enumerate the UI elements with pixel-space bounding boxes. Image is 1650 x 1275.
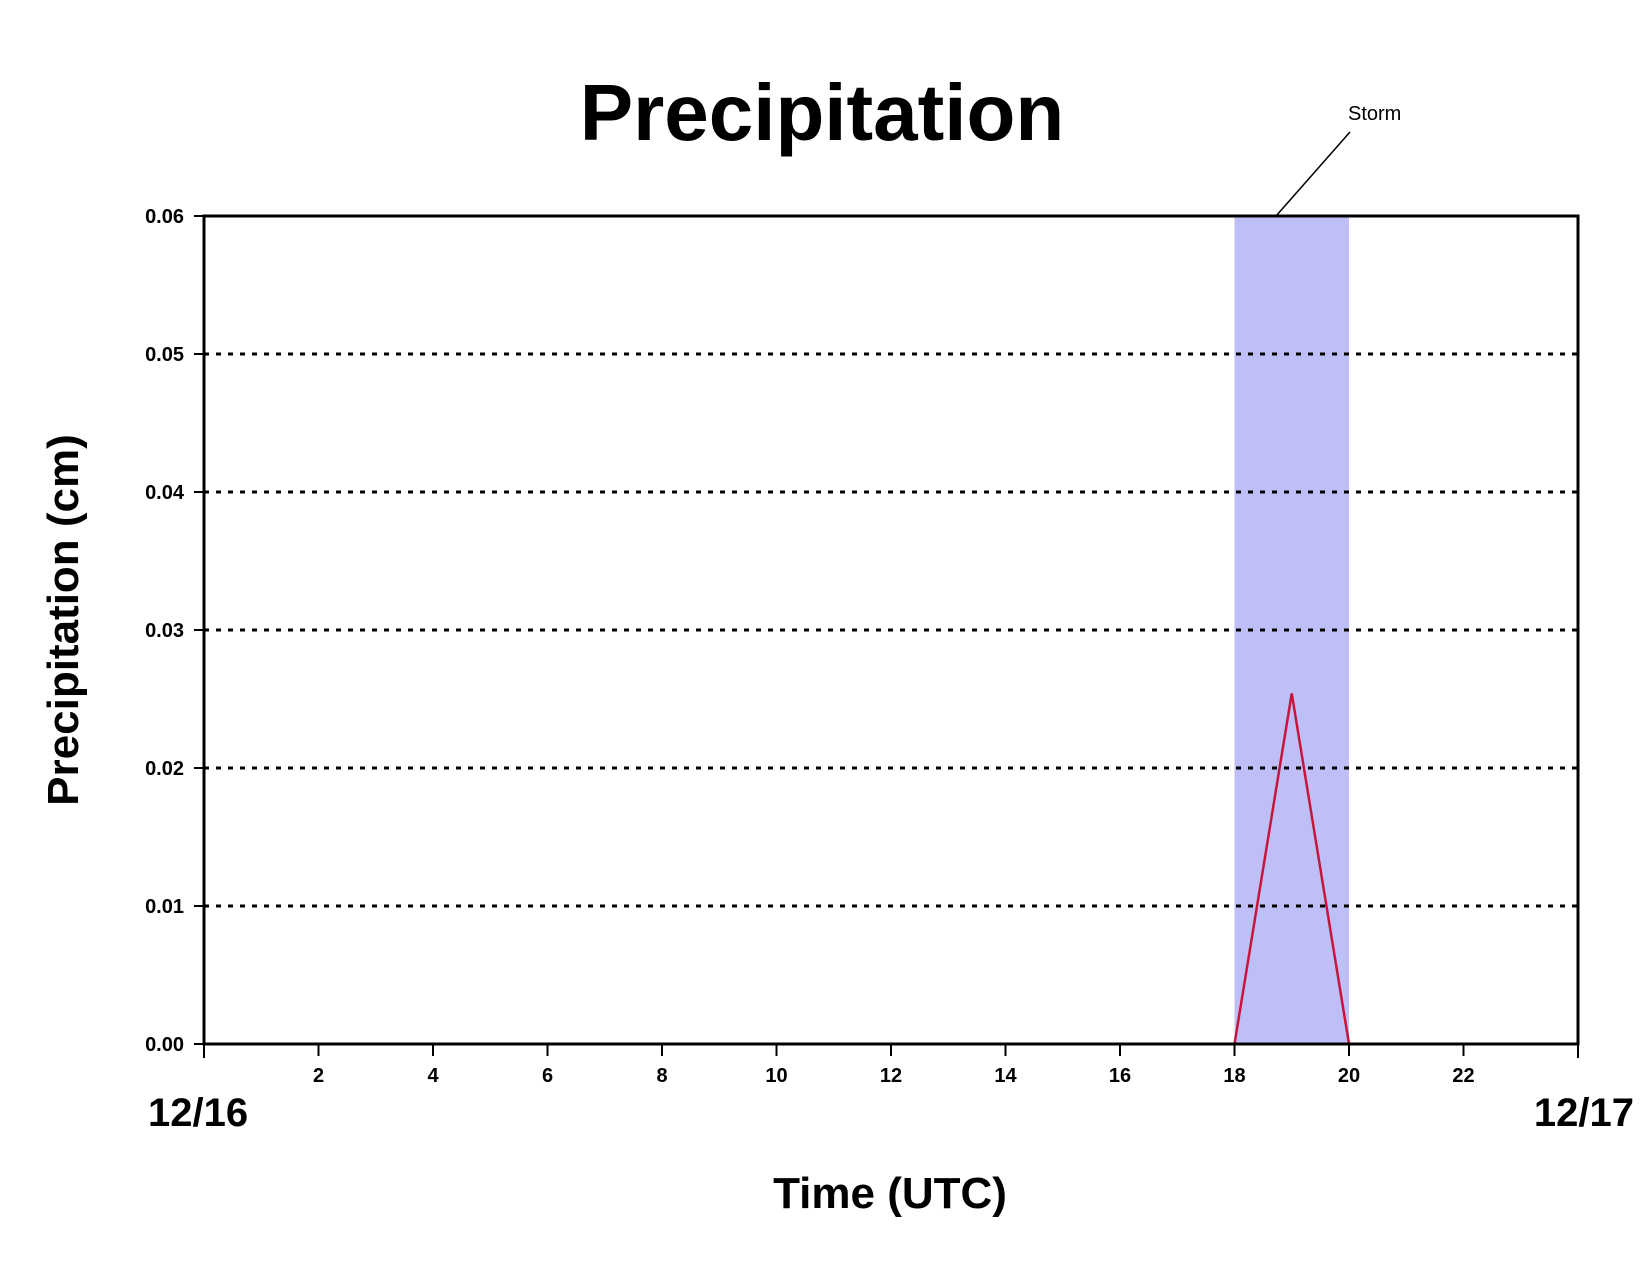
- x-tick-label: 18: [1223, 1065, 1245, 1087]
- labels: Precipitation Time (UTC) Precipitation (…: [39, 68, 1401, 1218]
- storm-shaded-region-layer: [1234, 131, 1351, 1044]
- series-layer: [203, 693, 1579, 1046]
- storm-shaded-region: [1234, 216, 1349, 1044]
- x-tick-label: 20: [1338, 1065, 1360, 1087]
- y-tick-label: 0.05: [145, 344, 184, 366]
- x-axis-title: Time (UTC): [773, 1169, 1007, 1218]
- x-tick-label: 16: [1109, 1065, 1131, 1087]
- x-tick-label: 12: [880, 1065, 902, 1087]
- x-tick-label: 10: [765, 1065, 787, 1087]
- y-tick-label: 0.00: [145, 1034, 184, 1056]
- x-tick-label: 8: [656, 1065, 667, 1087]
- date-label: 12/16: [148, 1091, 248, 1135]
- chart-title: Precipitation: [580, 68, 1065, 157]
- y-tick-label: 0.04: [145, 482, 185, 504]
- y-tick-label: 0.01: [145, 896, 184, 918]
- x-tick-label: 22: [1452, 1065, 1474, 1087]
- x-tick-label: 6: [542, 1065, 553, 1087]
- x-tick-label: 4: [427, 1065, 439, 1087]
- x-tick-label: 14: [994, 1065, 1017, 1087]
- storm-annotation-label: Storm: [1348, 103, 1401, 125]
- gridlines: [204, 352, 1578, 908]
- date-label: 12/17: [1534, 1091, 1634, 1135]
- series-line: [204, 693, 1578, 1046]
- x-tick-label: 2: [313, 1065, 324, 1087]
- storm-annotation-leader: [1275, 131, 1351, 217]
- ticks: 0.00 0.01 0.02 0.03 0.04 0.05 0.06 2 4 6 8 10 12 14 16…: [145, 206, 1634, 1135]
- y-axis-title: Precipitation (cm): [39, 434, 88, 806]
- y-tick-label: 0.03: [145, 620, 184, 642]
- y-tick-label: 0.02: [145, 758, 184, 780]
- y-tick-label: 0.06: [145, 206, 184, 228]
